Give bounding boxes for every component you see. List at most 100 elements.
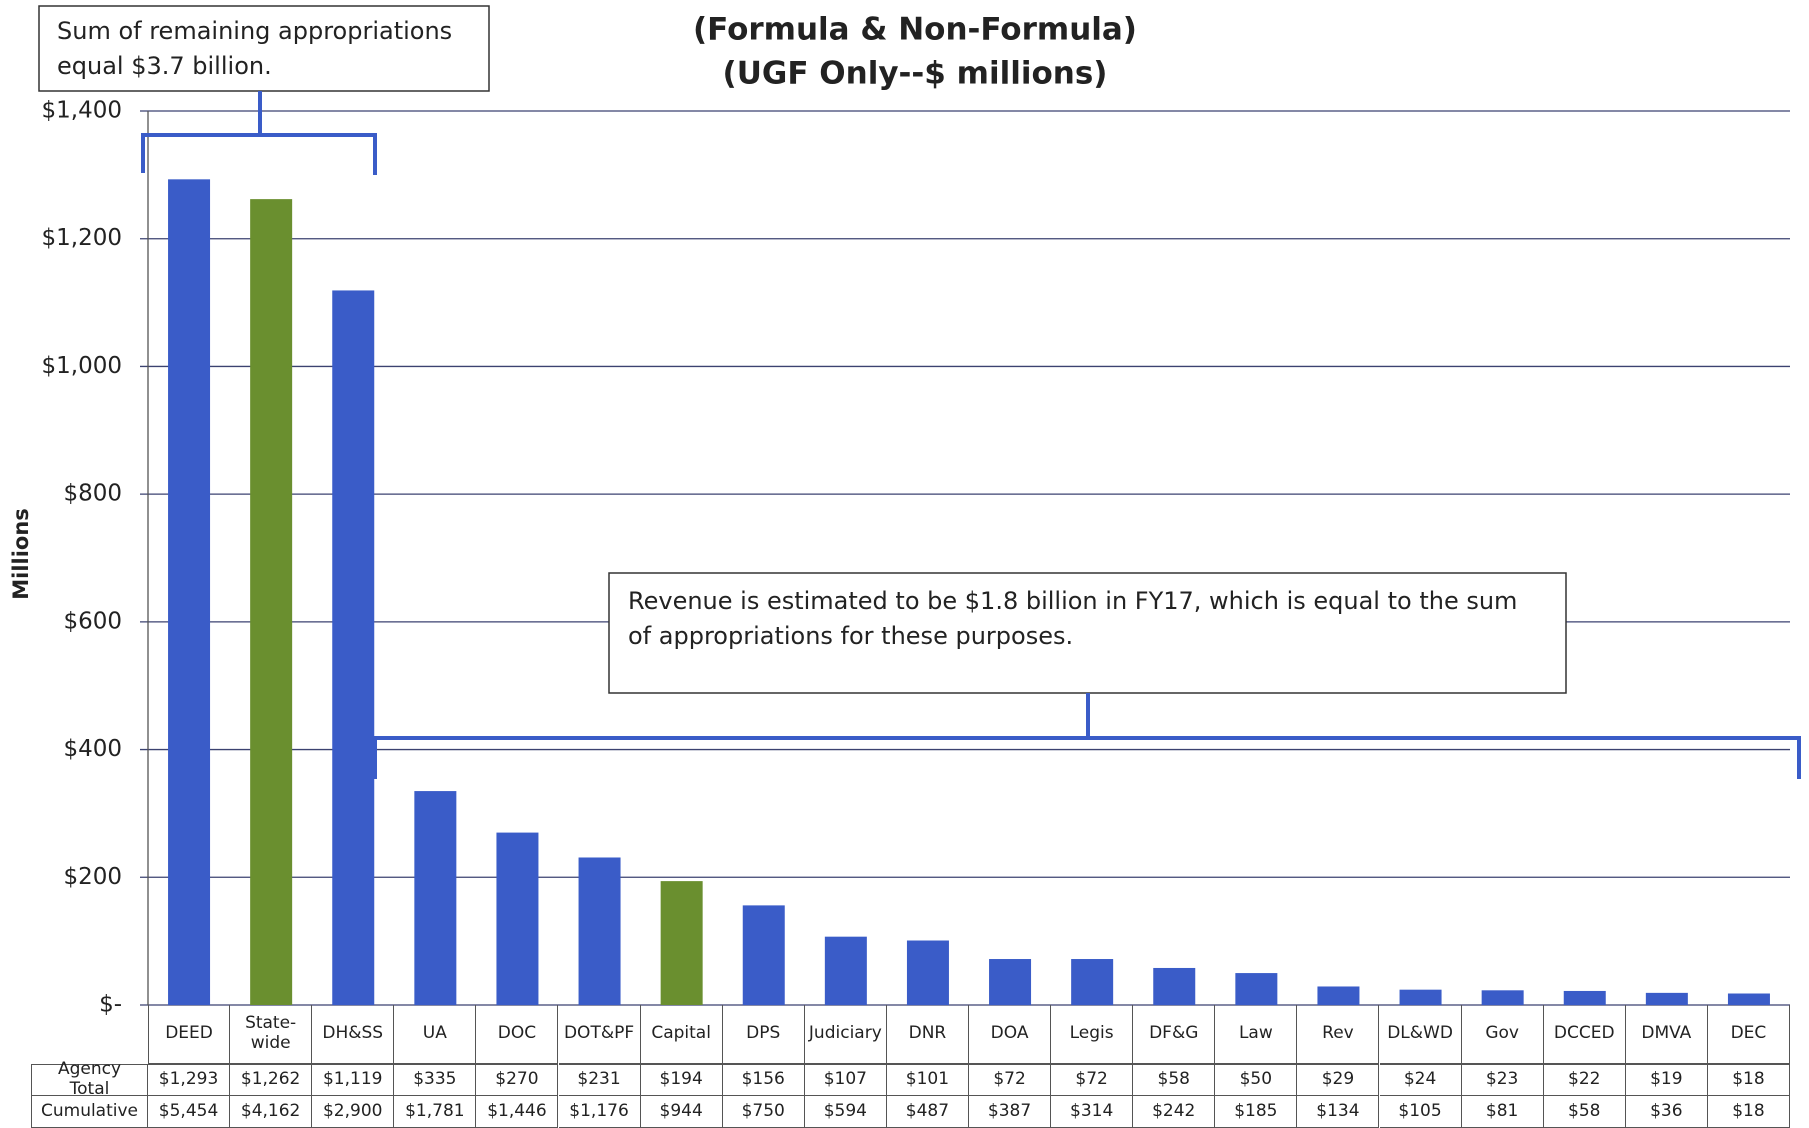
x-tick-label: DCCED [1543, 1005, 1626, 1064]
x-tick-label: Capital [640, 1005, 723, 1064]
x-tick-label: DOA [969, 1005, 1052, 1064]
annotation-box [38, 5, 490, 92]
table-value: $72 [969, 1064, 1052, 1096]
table-value: $29 [1297, 1064, 1380, 1096]
bar [414, 791, 457, 1005]
table-value: $22 [1543, 1064, 1626, 1096]
y-tick-label: $600 [63, 608, 122, 634]
table-value: $58 [1133, 1064, 1216, 1096]
x-tick-label: DNR [886, 1005, 969, 1064]
table-value: $81 [1461, 1096, 1544, 1128]
table-value: $1,781 [394, 1096, 477, 1128]
table-value: $944 [640, 1096, 723, 1128]
table-value: $242 [1133, 1096, 1216, 1128]
table-value: $156 [722, 1064, 805, 1096]
bar [989, 959, 1032, 1005]
chart-title: (UGF Only--$ millions) [723, 56, 1108, 92]
x-tick-label: DF&G [1133, 1005, 1216, 1064]
table-value: $387 [969, 1096, 1052, 1128]
y-tick-label: $200 [63, 864, 122, 890]
table-value: $2,900 [312, 1096, 395, 1128]
table-value: $18 [1707, 1096, 1790, 1128]
bar [824, 936, 867, 1005]
table-value: $750 [722, 1096, 805, 1128]
bar [742, 905, 785, 1005]
y-tick-label: $- [99, 992, 122, 1018]
x-tick-label: DEC [1707, 1005, 1790, 1064]
y-tick-label: $800 [63, 481, 122, 507]
x-tick-label: Gov [1461, 1005, 1544, 1064]
table-value: $194 [640, 1064, 723, 1096]
bar [1399, 989, 1442, 1005]
table-value: $185 [1215, 1096, 1298, 1128]
annotation: Sum of remaining appropriations equal $3… [57, 17, 453, 80]
table-value: $101 [886, 1064, 969, 1096]
x-tick-label: Rev [1297, 1005, 1380, 1064]
table-value: $107 [804, 1064, 887, 1096]
annotation: Revenue is estimated to be $1.8 billion … [628, 587, 1518, 650]
bar [250, 199, 293, 1005]
bar [1235, 973, 1278, 1005]
table-header: Cumulative [31, 1096, 148, 1128]
x-tick-label: DOC [476, 1005, 559, 1064]
table-value: $19 [1625, 1064, 1708, 1096]
bar [1727, 993, 1770, 1005]
x-tick-label: DMVA [1625, 1005, 1708, 1064]
table-value: $1,262 [230, 1064, 313, 1096]
y-tick-label: $400 [63, 736, 122, 762]
bar [168, 179, 211, 1005]
chart-title: (Formula & Non-Formula) [693, 12, 1137, 48]
table-value: $36 [1625, 1096, 1708, 1128]
x-tick-label: DOT&PF [558, 1005, 641, 1064]
bar [1071, 959, 1114, 1005]
bar [578, 857, 621, 1005]
bar [496, 832, 539, 1005]
table-value: $58 [1543, 1096, 1626, 1128]
bar [906, 940, 949, 1005]
x-tick-label: Law [1215, 1005, 1298, 1064]
bar [1563, 990, 1606, 1005]
table-value: $594 [804, 1096, 887, 1128]
table-value: $335 [394, 1064, 477, 1096]
x-tick-label: DL&WD [1379, 1005, 1462, 1064]
y-tick-label: $1,000 [42, 353, 122, 379]
table-value: $1,446 [476, 1096, 559, 1128]
table-value: $105 [1379, 1096, 1462, 1128]
bar [332, 290, 375, 1005]
table-value: $5,454 [148, 1096, 231, 1128]
y-tick-label: $1,200 [42, 225, 122, 251]
table-value: $72 [1051, 1064, 1134, 1096]
table-value: $18 [1707, 1064, 1790, 1096]
table-value: $231 [558, 1064, 641, 1096]
x-tick-label: UA [394, 1005, 477, 1064]
x-tick-label: DH&SS [312, 1005, 395, 1064]
bar [1481, 990, 1524, 1005]
table-value: $270 [476, 1064, 559, 1096]
table-value: $487 [886, 1096, 969, 1128]
y-axis-label: Millions [9, 508, 33, 600]
bracket [373, 693, 1801, 779]
bar [1645, 992, 1688, 1005]
bar [660, 881, 703, 1005]
table-value: $1,176 [558, 1096, 641, 1128]
x-tick-label: Legis [1051, 1005, 1134, 1064]
bar [1317, 986, 1360, 1005]
table-value: $1,293 [148, 1064, 231, 1096]
table-value: $24 [1379, 1064, 1462, 1096]
x-tick-label: DPS [722, 1005, 805, 1064]
x-tick-label: State-wide [230, 1005, 313, 1064]
bracket [141, 91, 377, 175]
table-value: $4,162 [230, 1096, 313, 1128]
table-value: $134 [1297, 1096, 1380, 1128]
table-value: $23 [1461, 1064, 1544, 1096]
bar [1153, 967, 1196, 1005]
y-tick-label: $1,400 [42, 98, 122, 124]
table-header: Agency Total [31, 1060, 148, 1099]
x-tick-label: DEED [148, 1005, 231, 1064]
table-value: $1,119 [312, 1064, 395, 1096]
x-tick-label: Judiciary [804, 1005, 887, 1064]
table-value: $50 [1215, 1064, 1298, 1096]
table-value: $314 [1051, 1096, 1134, 1128]
